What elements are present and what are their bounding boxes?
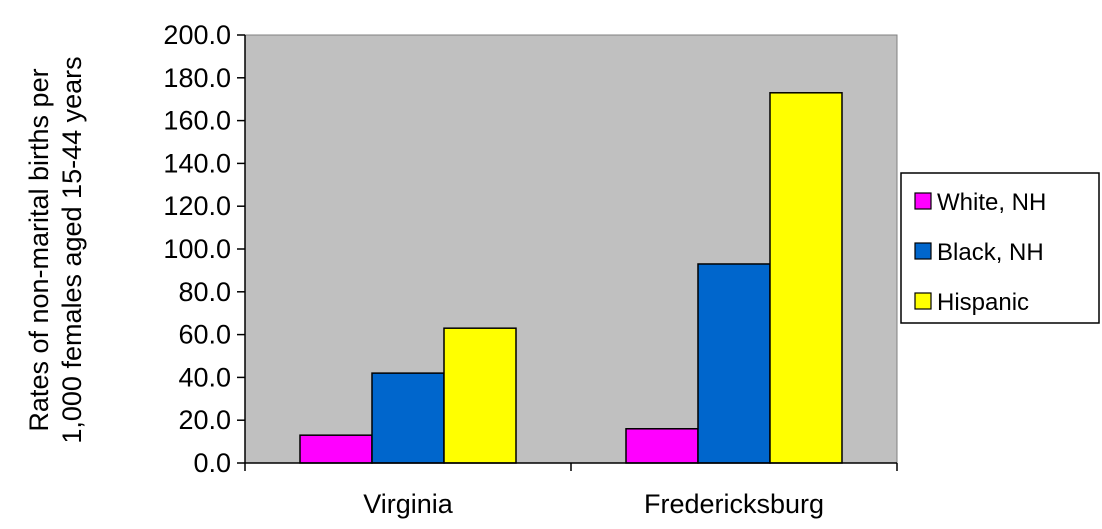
legend: White, NH Black, NH Hispanic xyxy=(900,172,1100,324)
x-category-label: Fredericksburg xyxy=(644,489,824,519)
y-tick-label: 80.0 xyxy=(178,277,231,307)
legend-label: Black, NH xyxy=(937,239,1044,266)
y-tick-label: 20.0 xyxy=(178,405,231,435)
y-tick-label: 0.0 xyxy=(193,448,231,478)
y-tick-label: 180.0 xyxy=(163,63,231,93)
y-axis-label-line-2: 1,000 females aged 15-44 years xyxy=(57,56,87,443)
legend-swatch xyxy=(914,242,932,260)
legend-label: Hispanic xyxy=(937,289,1029,316)
bar-fredericksburg-0 xyxy=(625,428,699,464)
bar-fredericksburg-2 xyxy=(769,92,843,464)
y-tick-label: 40.0 xyxy=(178,362,231,392)
legend-swatch xyxy=(914,192,932,210)
y-tick-label: 100.0 xyxy=(163,234,231,264)
legend-label: White, NH xyxy=(937,189,1046,216)
legend-swatch xyxy=(914,292,932,310)
y-tick-label: 120.0 xyxy=(163,191,231,221)
x-category-label: Virginia xyxy=(363,489,454,519)
y-tick-label: 60.0 xyxy=(178,320,231,350)
bar-virginia-0 xyxy=(299,434,373,464)
bar-virginia-1 xyxy=(371,372,445,464)
bar-virginia-2 xyxy=(443,327,517,464)
y-axis-label-line-1: Rates of non-marital births per xyxy=(24,68,54,431)
y-tick-label: 200.0 xyxy=(163,20,231,50)
axes: 0.0 20.0 40.0 60.0 80.0 100.0 120.0 140.0 160.0 1… xyxy=(163,20,898,519)
bars xyxy=(299,92,843,464)
legend-box xyxy=(900,172,1100,324)
bar-fredericksburg-1 xyxy=(697,263,771,464)
y-tick-label: 140.0 xyxy=(163,148,231,178)
y-axis-label: Rates of non-marital births per 1,000 fe… xyxy=(24,56,87,443)
y-tick-label: 160.0 xyxy=(163,106,231,136)
